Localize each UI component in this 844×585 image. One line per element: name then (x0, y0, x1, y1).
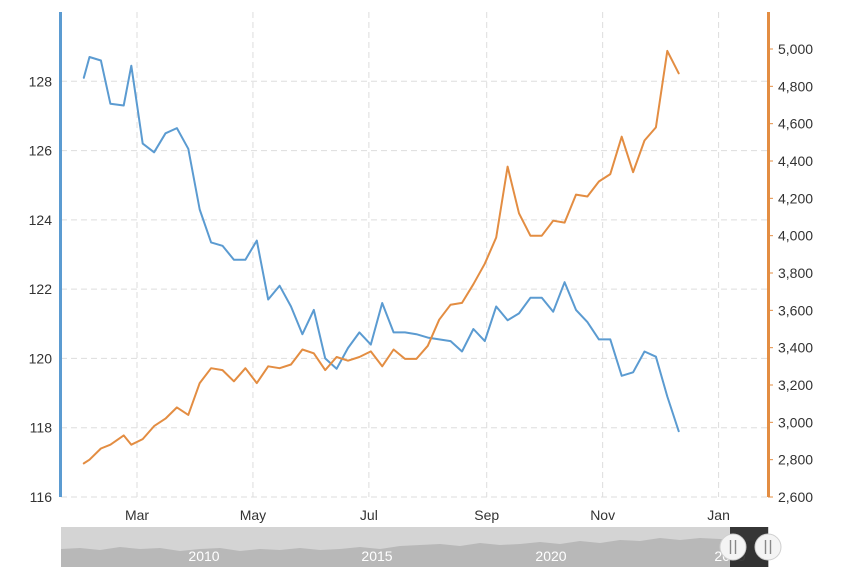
navigator-year-label: 2010 (188, 548, 219, 564)
x-tick-label: Sep (474, 507, 499, 523)
right-tick-label: 5,000 (778, 41, 813, 57)
navigator-area (61, 538, 769, 567)
left-tick-label: 122 (29, 281, 53, 297)
right-tick-label: 2,600 (778, 489, 813, 505)
x-tick-label: Jan (707, 507, 730, 523)
left-tick-label: 128 (29, 73, 53, 89)
left-tick-label: 116 (30, 489, 53, 505)
left-tick-label: 124 (29, 212, 53, 228)
right-tick-label: 3,000 (778, 414, 813, 430)
left-tick-label: 118 (30, 420, 53, 436)
x-tick-label: May (240, 507, 266, 523)
left-tick-label: 126 (29, 143, 53, 159)
x-tick-label: Mar (125, 507, 149, 523)
right-axis-ticks: 2,600 2,800 3,000 3,200 3,400 3,600 3,800 4,000… (768, 41, 813, 505)
range-navigator[interactable]: 2010201520202025 (61, 527, 782, 567)
series-layer (82, 49, 680, 465)
navigator-year-label: 2015 (361, 548, 392, 564)
left-axis-ticks: 116 118 120 122 124 126 128 (29, 73, 53, 505)
y-gridlines (61, 80, 768, 498)
right-tick-label: 4,800 (778, 78, 813, 94)
right-tick-label: 4,400 (778, 153, 813, 169)
left-tick-label: 120 (29, 350, 53, 366)
right-tick-label: 3,600 (778, 302, 813, 318)
right-tick-label: 4,000 (778, 228, 813, 244)
x-tick-label: Nov (590, 507, 615, 523)
x-gridlines (136, 12, 720, 497)
right-tick-label: 3,200 (778, 377, 813, 393)
navigator-right-handle[interactable] (754, 533, 782, 561)
series-line-right (82, 49, 680, 465)
right-tick-label: 2,800 (778, 452, 813, 468)
right-tick-label: 4,200 (778, 190, 813, 206)
right-tick-label: 3,400 (778, 340, 813, 356)
x-axis-ticks: Mar May Jul Sep Nov Jan (125, 507, 730, 523)
x-tick-label: Jul (360, 507, 378, 523)
right-tick-label: 3,800 (778, 265, 813, 281)
right-tick-label: 4,600 (778, 116, 813, 132)
series-line-left (82, 56, 680, 433)
navigator-year-label: 2020 (535, 548, 566, 564)
navigator-left-handle[interactable] (719, 533, 747, 561)
